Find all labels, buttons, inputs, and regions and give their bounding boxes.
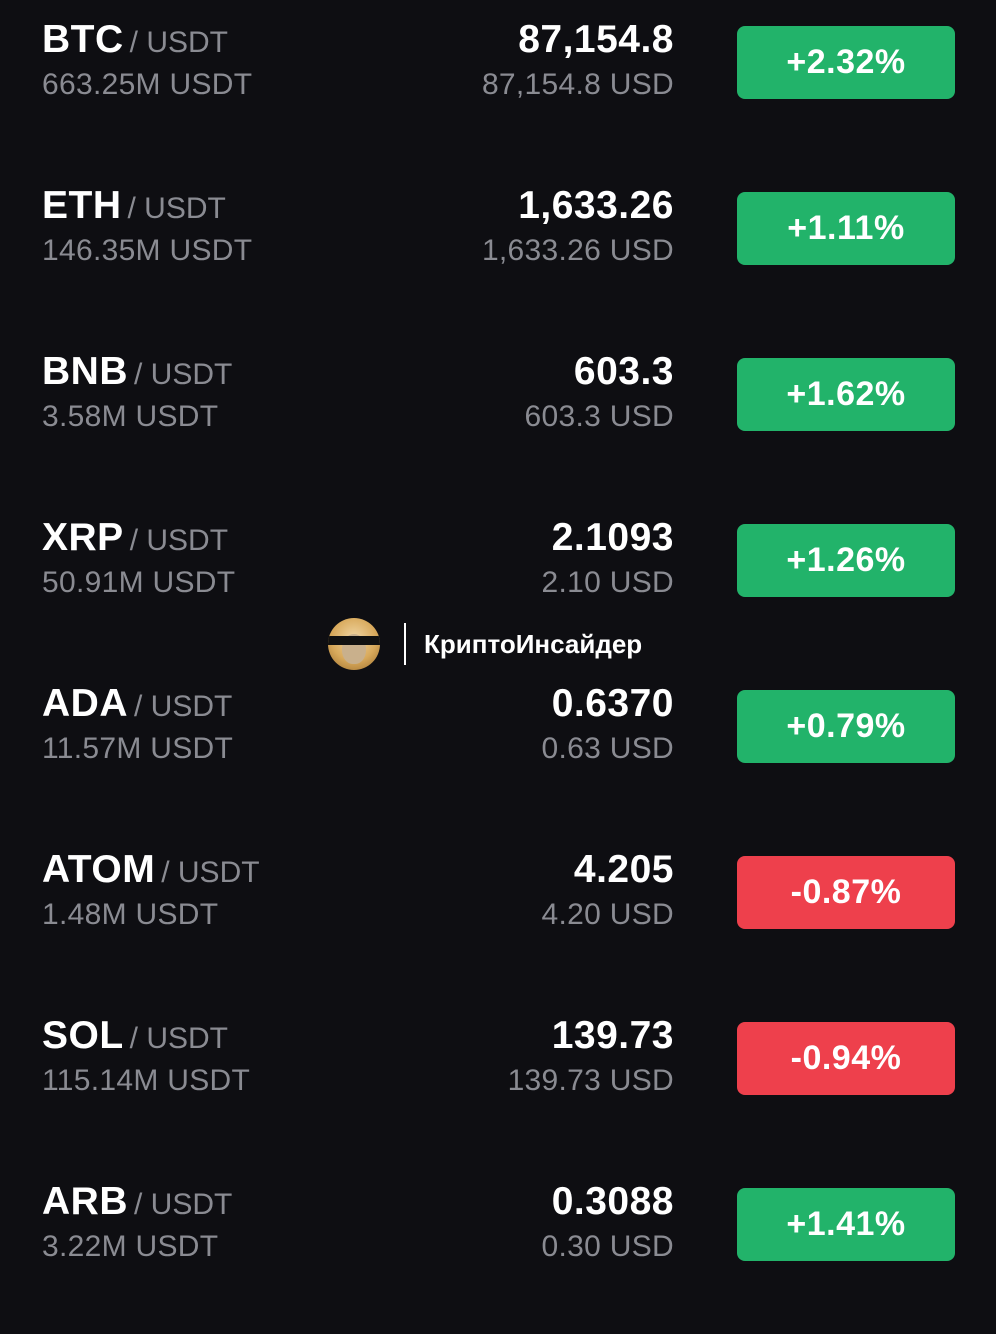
change-badge[interactable]: +1.41% <box>737 1188 955 1261</box>
watermark-divider <box>404 623 406 665</box>
price-usd: 0.63 USD <box>541 732 674 765</box>
base-asset: ETH <box>42 184 122 227</box>
market-list: BTC / USDT 663.25M USDT 87,154.8 87,154.8… <box>0 6 996 1262</box>
last-price: 4.205 <box>573 848 674 891</box>
volume-24h: 11.57M USDT <box>42 732 234 765</box>
price-usd: 0.30 USD <box>541 1230 674 1263</box>
volume-24h: 1.48M USDT <box>42 898 219 931</box>
base-asset: ADA <box>42 682 128 725</box>
last-price: 0.6370 <box>551 682 674 725</box>
price-usd: 139.73 USD <box>507 1064 674 1097</box>
quote-asset: / USDT <box>134 358 233 391</box>
market-row-xrp[interactable]: XRP / USDT 50.91M USDT 2.1093 2.10 USD +1… <box>0 504 996 670</box>
base-asset: BNB <box>42 350 128 393</box>
market-row-arb[interactable]: ARB / USDT 3.22M USDT 0.3088 0.30 USD +1.… <box>0 1168 996 1334</box>
trading-pair: BTC / USDT <box>42 20 228 59</box>
trading-pair: SOL / USDT <box>42 1016 228 1055</box>
change-badge[interactable]: +0.79% <box>737 690 955 763</box>
change-badge[interactable]: -0.87% <box>737 856 955 929</box>
trading-pair: ETH / USDT <box>42 186 226 225</box>
volume-24h: 50.91M USDT <box>42 566 236 599</box>
volume-24h: 3.58M USDT <box>42 400 219 433</box>
market-row-ada[interactable]: ADA / USDT 11.57M USDT 0.6370 0.63 USD +0… <box>0 670 996 836</box>
base-asset: SOL <box>42 1014 124 1057</box>
volume-24h: 146.35M USDT <box>42 234 253 267</box>
last-price: 87,154.8 <box>518 18 674 61</box>
quote-asset: / USDT <box>129 26 228 59</box>
market-row-btc[interactable]: BTC / USDT 663.25M USDT 87,154.8 87,154.8… <box>0 6 996 172</box>
trading-pair: ATOM / USDT <box>42 850 260 889</box>
volume-24h: 3.22M USDT <box>42 1230 219 1263</box>
price-usd: 4.20 USD <box>541 898 674 931</box>
quote-asset: / USDT <box>129 524 229 557</box>
change-badge[interactable]: +2.32% <box>737 26 955 99</box>
last-price: 2.1093 <box>551 516 674 559</box>
volume-24h: 663.25M USDT <box>42 68 253 101</box>
price-usd: 2.10 USD <box>541 566 674 599</box>
watermark-text: КриптоИнсайдер <box>424 628 643 659</box>
trading-pair: ARB / USDT <box>42 1182 232 1221</box>
last-price: 603.3 <box>573 350 674 393</box>
market-row-eth[interactable]: ETH / USDT 146.35M USDT 1,633.26 1,633.26… <box>0 172 996 338</box>
base-asset: ATOM <box>42 848 156 891</box>
quote-asset: / USDT <box>161 856 260 889</box>
quote-asset: / USDT <box>129 1022 229 1055</box>
change-badge[interactable]: +1.62% <box>737 358 955 431</box>
price-usd: 1,633.26 USD <box>481 234 674 267</box>
base-asset: BTC <box>42 18 124 61</box>
channel-avatar-icon <box>328 618 380 670</box>
channel-watermark: КриптоИнсайдер <box>328 617 642 671</box>
market-row-atom[interactable]: ATOM / USDT 1.48M USDT 4.205 4.20 USD -0.… <box>0 836 996 1002</box>
change-badge[interactable]: -0.94% <box>737 1022 955 1095</box>
base-asset: ARB <box>42 1180 128 1223</box>
last-price: 1,633.26 <box>518 184 674 227</box>
last-price: 0.3088 <box>551 1180 674 1223</box>
last-price: 139.73 <box>551 1014 674 1057</box>
market-row-sol[interactable]: SOL / USDT 115.14M USDT 139.73 139.73 USD… <box>0 1002 996 1168</box>
price-usd: 603.3 USD <box>524 400 674 433</box>
trading-pair: XRP / USDT <box>42 518 228 557</box>
change-badge[interactable]: +1.26% <box>737 524 955 597</box>
trading-pair: BNB / USDT <box>42 352 232 391</box>
change-badge[interactable]: +1.11% <box>737 192 955 265</box>
trading-pair: ADA / USDT <box>42 684 232 723</box>
quote-asset: / USDT <box>134 690 233 723</box>
volume-24h: 115.14M USDT <box>42 1064 251 1097</box>
market-row-bnb[interactable]: BNB / USDT 3.58M USDT 603.3 603.3 USD +1.… <box>0 338 996 504</box>
quote-asset: / USDT <box>127 192 226 225</box>
quote-asset: / USDT <box>134 1188 233 1221</box>
base-asset: XRP <box>42 516 124 559</box>
price-usd: 87,154.8 USD <box>481 68 674 101</box>
